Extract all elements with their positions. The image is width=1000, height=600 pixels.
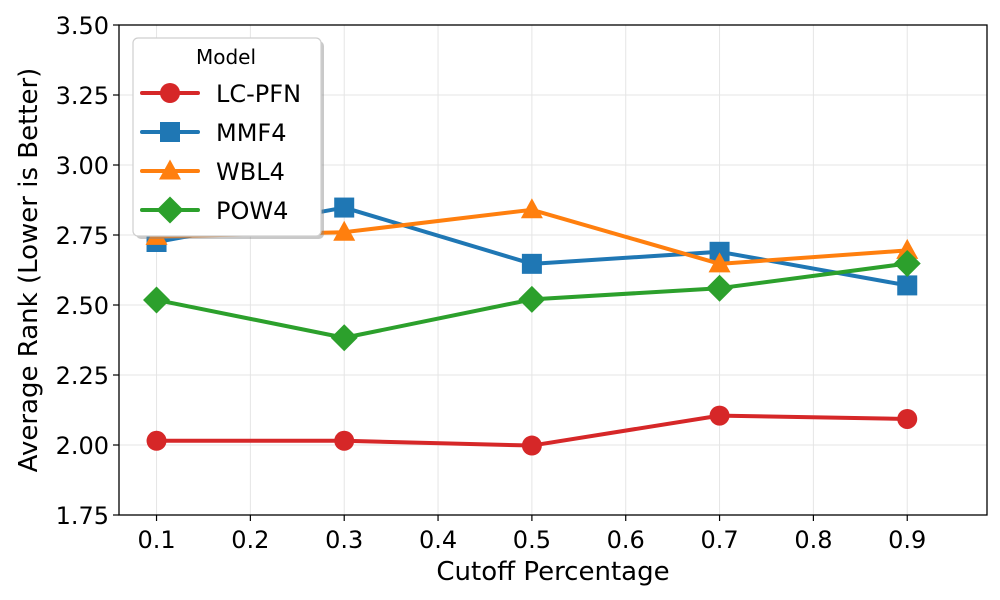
axis-ticks: 0.1 0.2 0.3 0.4 0.5 0.6 0.7 0.8 0.9 1.75 2.00 2.25 2… [56, 12, 927, 554]
x-tick-label: 0.6 [607, 526, 645, 554]
data-point [708, 252, 731, 273]
x-tick-label: 0.4 [419, 526, 457, 554]
y-tick-label: 2.00 [56, 432, 109, 460]
series-lc-pfn [146, 405, 918, 456]
y-tick-label: 3.00 [56, 152, 109, 180]
data-point [897, 275, 918, 296]
y-axis-label: Average Rank (Lower is Better) [14, 68, 44, 473]
data-point [334, 430, 355, 451]
x-tick-label: 0.9 [888, 526, 926, 554]
y-tick-label: 3.25 [56, 82, 109, 110]
data-point [896, 238, 919, 259]
plot-frame [118, 24, 988, 516]
x-axis-label: Cutoff Percentage [436, 557, 669, 587]
y-tick-label: 3.50 [56, 12, 109, 40]
series-pow4 [143, 250, 921, 352]
legend-marker [156, 196, 184, 224]
legend-label: POW4 [216, 197, 288, 225]
x-tick-label: 0.3 [325, 526, 363, 554]
data-point [143, 286, 171, 314]
y-tick-label: 2.25 [56, 362, 109, 390]
legend-marker [160, 83, 180, 103]
legend-item: WBL4 [140, 158, 285, 186]
legend-marker [160, 122, 180, 142]
data-point [330, 324, 358, 352]
data-point [146, 430, 167, 451]
data-point [520, 198, 543, 219]
legend-item: LC-PFN [140, 80, 301, 108]
legend-box [132, 37, 322, 237]
legend-label: LC-PFN [216, 80, 301, 108]
data-point [706, 274, 734, 302]
data-point [334, 197, 355, 218]
x-tick-label: 0.1 [137, 526, 175, 554]
x-tick-label: 0.8 [794, 526, 832, 554]
legend-label: MMF4 [216, 119, 287, 147]
legend-title: Model [196, 45, 256, 69]
legend-item: MMF4 [140, 119, 287, 147]
legend: Model LC-PFN MMF4 WBL4 POW4 [132, 37, 324, 239]
legend-item: POW4 [140, 196, 288, 225]
data-point [709, 405, 730, 426]
y-tick-label: 1.75 [56, 502, 109, 530]
y-tick-label: 2.50 [56, 292, 109, 320]
x-tick-label: 0.2 [231, 526, 269, 554]
legend-marker [159, 159, 181, 180]
data-point [709, 241, 730, 262]
x-tick-label: 0.5 [513, 526, 551, 554]
x-tick-label: 0.7 [700, 526, 738, 554]
data-point [333, 220, 356, 241]
data-point [893, 250, 921, 278]
data-point [518, 285, 546, 313]
y-tick-label: 2.75 [56, 222, 109, 250]
data-point [521, 435, 542, 456]
legend-label: WBL4 [216, 158, 285, 186]
data-point [897, 408, 918, 429]
data-point [521, 253, 542, 274]
